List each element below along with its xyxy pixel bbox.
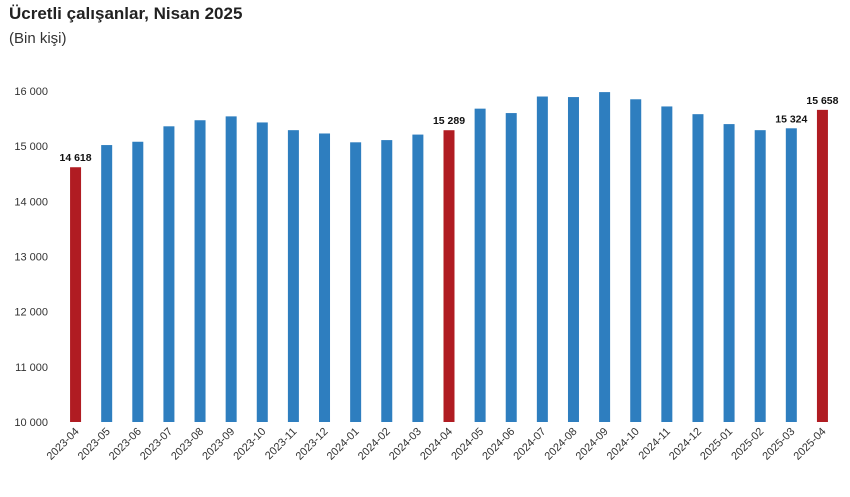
chart-title: Ücretli çalışanlar, Nisan 2025 bbox=[9, 4, 243, 23]
bar bbox=[132, 141, 144, 422]
x-tick-label: 2025-04 bbox=[792, 426, 829, 463]
x-tick-label: 2023-04 bbox=[45, 426, 82, 463]
y-tick-label: 14 000 bbox=[14, 196, 48, 208]
bar bbox=[661, 106, 673, 423]
x-tick-label: 2024-11 bbox=[637, 426, 673, 462]
x-tick-label: 2024-03 bbox=[387, 426, 424, 463]
x-tick-label: 2023-11 bbox=[263, 426, 299, 462]
bar bbox=[505, 113, 517, 423]
bar bbox=[225, 116, 237, 423]
x-tick-label: 2024-02 bbox=[356, 426, 393, 463]
x-tick-label: 2023-09 bbox=[200, 426, 237, 463]
y-tick-label: 10 000 bbox=[14, 417, 48, 429]
data-label: 14 618 bbox=[59, 152, 91, 164]
bar bbox=[723, 124, 735, 422]
bar bbox=[381, 140, 393, 422]
bars bbox=[70, 92, 828, 423]
chart-subtitle: (Bin kişi) bbox=[9, 30, 67, 47]
x-tick-label: 2023-10 bbox=[231, 426, 268, 463]
y-tick-label: 12 000 bbox=[14, 307, 48, 319]
bar-highlighted bbox=[816, 109, 828, 422]
bar bbox=[536, 96, 548, 423]
x-tick-label: 2025-01 bbox=[698, 426, 735, 463]
x-tick-label: 2024-01 bbox=[325, 426, 362, 463]
x-tick-label: 2024-08 bbox=[543, 426, 580, 463]
y-tick-label: 11 000 bbox=[15, 362, 48, 374]
data-label: 15 289 bbox=[433, 115, 465, 127]
bar bbox=[163, 126, 175, 422]
bar bbox=[101, 145, 113, 422]
y-axis: 10 000 11 000 12 000 13 000 14 000 15 000 16 0… bbox=[14, 86, 48, 429]
bar bbox=[194, 120, 206, 422]
x-axis: 2023-042023-052023-062023-072023-082023-… bbox=[45, 426, 829, 463]
x-tick-label: 2023-12 bbox=[294, 426, 331, 463]
bar bbox=[599, 92, 611, 422]
bar bbox=[287, 130, 299, 422]
bar bbox=[350, 142, 362, 422]
bar bbox=[630, 99, 642, 423]
x-tick-label: 2024-04 bbox=[418, 426, 455, 463]
bar bbox=[256, 122, 268, 422]
x-tick-label: 2024-05 bbox=[449, 426, 486, 463]
bar bbox=[567, 97, 579, 423]
bar bbox=[692, 114, 704, 423]
bar bbox=[785, 128, 797, 422]
bar bbox=[754, 130, 766, 422]
x-tick-label: 2024-06 bbox=[480, 426, 517, 463]
y-tick-label: 15 000 bbox=[14, 141, 48, 153]
bar-highlighted bbox=[70, 167, 82, 422]
x-tick-label: 2025-02 bbox=[729, 426, 766, 463]
x-tick-label: 2025-03 bbox=[760, 426, 797, 463]
bar bbox=[412, 134, 424, 422]
bar bbox=[319, 133, 331, 422]
x-tick-label: 2023-07 bbox=[138, 426, 175, 463]
y-tick-label: 16 000 bbox=[14, 86, 48, 98]
bar bbox=[474, 108, 486, 423]
x-tick-label: 2023-06 bbox=[107, 426, 144, 463]
data-label: 15 324 bbox=[775, 113, 807, 125]
x-tick-label: 2024-09 bbox=[574, 426, 611, 463]
x-tick-label: 2023-05 bbox=[76, 426, 113, 463]
y-tick-label: 13 000 bbox=[14, 252, 48, 264]
data-label: 15 658 bbox=[806, 95, 838, 107]
x-tick-label: 2023-08 bbox=[169, 426, 206, 463]
x-tick-label: 2024-07 bbox=[511, 426, 548, 463]
data-labels: 14 618 15 289 15 324 15 658 bbox=[59, 95, 838, 164]
bar-highlighted bbox=[443, 130, 455, 422]
x-tick-label: 2024-12 bbox=[667, 426, 704, 463]
x-tick-label: 2024-10 bbox=[605, 426, 642, 463]
